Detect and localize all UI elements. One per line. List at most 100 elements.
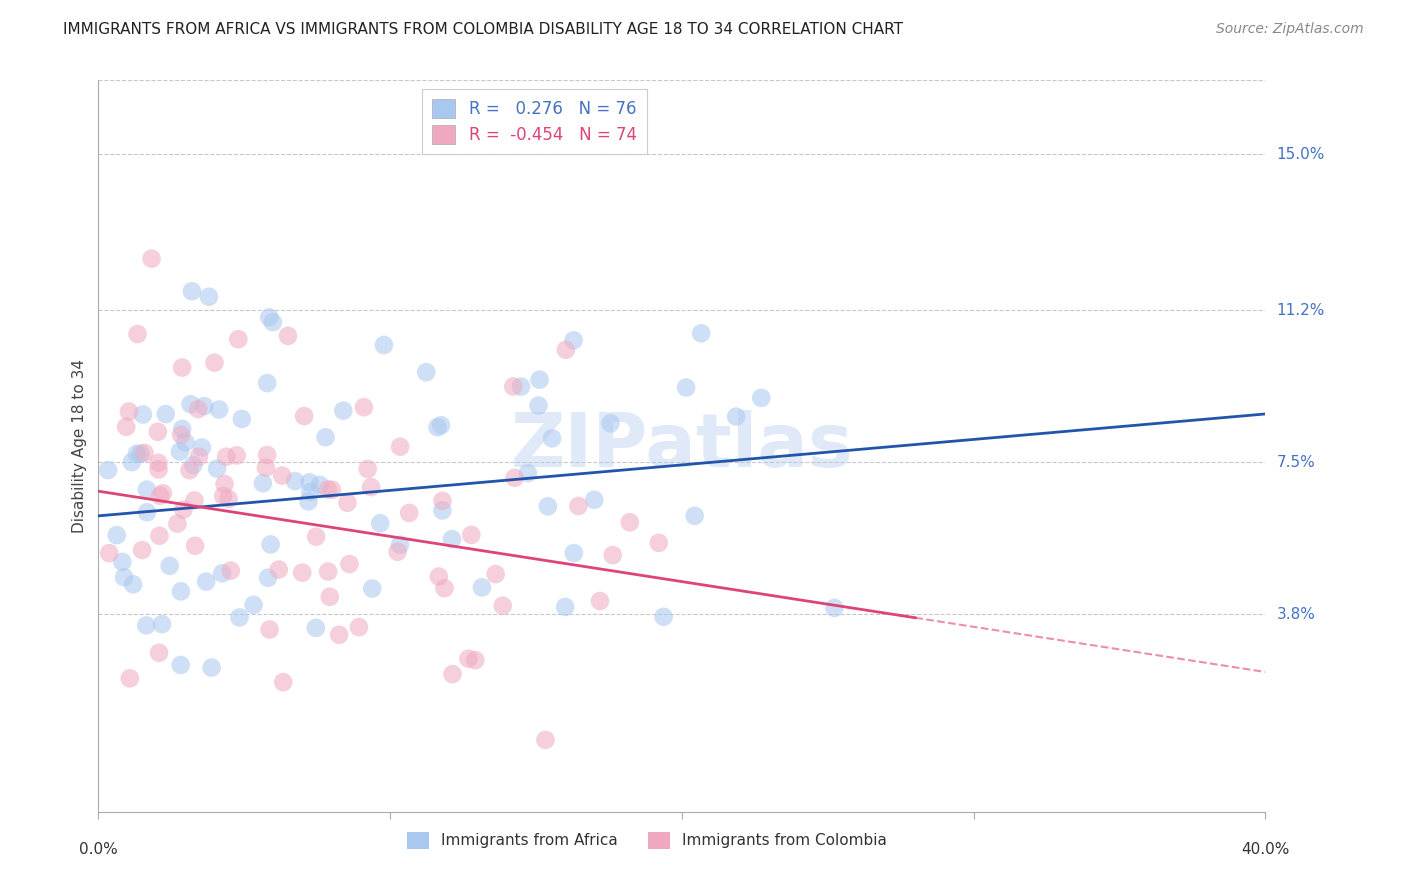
Point <box>180 397 202 411</box>
Point <box>187 402 209 417</box>
Point <box>510 379 533 393</box>
Point <box>430 418 453 433</box>
Point <box>683 508 706 523</box>
Point <box>184 539 207 553</box>
Point <box>187 450 209 464</box>
Y-axis label: Disability Age 18 to 34: Disability Age 18 to 34 <box>72 359 87 533</box>
Point <box>332 403 354 417</box>
Point <box>122 577 145 591</box>
Text: 3.8%: 3.8% <box>1277 607 1316 622</box>
Point <box>148 529 170 543</box>
Point <box>148 646 170 660</box>
Point <box>464 653 486 667</box>
Point <box>172 360 194 375</box>
Point <box>97 463 120 477</box>
Point <box>252 476 274 491</box>
Point <box>319 590 342 604</box>
Point <box>305 530 328 544</box>
Point <box>225 449 247 463</box>
Point <box>231 412 253 426</box>
Point <box>619 515 641 529</box>
Point <box>297 494 319 508</box>
Point <box>387 545 409 559</box>
Point <box>298 475 321 490</box>
Point <box>503 471 526 485</box>
Point <box>277 329 299 343</box>
Point <box>602 548 624 562</box>
Point <box>198 290 221 304</box>
Point <box>193 399 215 413</box>
Point <box>554 599 576 614</box>
Point <box>316 565 339 579</box>
Point <box>308 478 330 492</box>
Point <box>170 427 193 442</box>
Point <box>471 580 494 594</box>
Point <box>492 599 515 613</box>
Point <box>127 327 149 342</box>
Point <box>433 581 456 595</box>
Text: ZIPatlas: ZIPatlas <box>510 409 853 483</box>
Point <box>537 500 560 514</box>
Point <box>415 365 437 379</box>
Point <box>105 528 128 542</box>
Point <box>457 651 479 665</box>
Point <box>599 417 621 431</box>
Text: Source: ZipAtlas.com: Source: ZipAtlas.com <box>1216 22 1364 37</box>
Point <box>516 466 538 480</box>
Point <box>256 376 278 390</box>
Point <box>583 492 606 507</box>
Point <box>675 380 697 394</box>
Point <box>567 499 589 513</box>
Point <box>426 420 449 434</box>
Point <box>218 491 240 506</box>
Point <box>652 609 675 624</box>
Point <box>169 444 191 458</box>
Point <box>299 485 322 500</box>
Text: 40.0%: 40.0% <box>1241 842 1289 857</box>
Point <box>562 546 585 560</box>
Point <box>179 463 201 477</box>
Point <box>173 502 195 516</box>
Point <box>200 660 222 674</box>
Point <box>554 343 576 357</box>
Point <box>242 598 264 612</box>
Point <box>132 408 155 422</box>
Point <box>262 315 284 329</box>
Point <box>316 483 339 497</box>
Point <box>315 430 337 444</box>
Point <box>259 310 281 325</box>
Point <box>749 391 772 405</box>
Legend: Immigrants from Africa, Immigrants from Colombia: Immigrants from Africa, Immigrants from … <box>401 825 893 855</box>
Point <box>534 732 557 747</box>
Point <box>183 493 205 508</box>
Point <box>118 404 141 418</box>
Point <box>357 462 380 476</box>
Point <box>292 409 315 423</box>
Point <box>823 600 845 615</box>
Point <box>149 489 172 503</box>
Point <box>368 516 391 531</box>
Point <box>291 566 314 580</box>
Point <box>589 594 612 608</box>
Point <box>328 628 350 642</box>
Point <box>648 536 671 550</box>
Point <box>725 409 748 424</box>
Point <box>562 334 585 348</box>
Point <box>305 621 328 635</box>
Point <box>191 441 214 455</box>
Point <box>440 532 463 546</box>
Point <box>389 538 412 552</box>
Point <box>112 570 135 584</box>
Point <box>502 379 524 393</box>
Point <box>432 493 454 508</box>
Point <box>427 569 450 583</box>
Point <box>284 474 307 488</box>
Point <box>135 483 157 497</box>
Point <box>389 440 412 454</box>
Point <box>159 558 181 573</box>
Point <box>541 431 564 445</box>
Point <box>271 468 294 483</box>
Point <box>336 496 359 510</box>
Text: IMMIGRANTS FROM AFRICA VS IMMIGRANTS FROM COLOMBIA DISABILITY AGE 18 TO 34 CORRE: IMMIGRANTS FROM AFRICA VS IMMIGRANTS FRO… <box>63 22 903 37</box>
Point <box>146 425 169 439</box>
